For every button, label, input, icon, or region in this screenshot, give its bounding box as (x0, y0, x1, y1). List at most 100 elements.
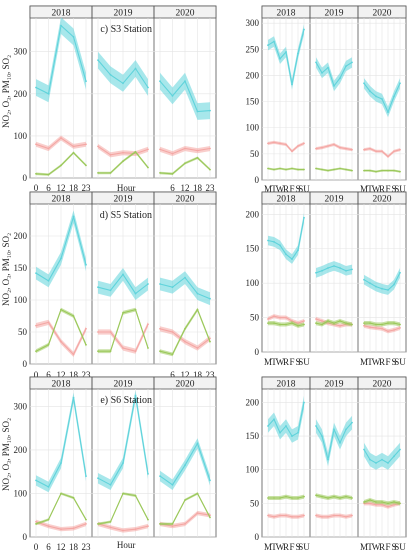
s6-weekly-o3-point-2019-2 (327, 497, 329, 499)
s5-hourly-pm10-band-2019 (98, 268, 148, 300)
s3-hourly-no2-point-2019-0 (97, 145, 99, 148)
s5-hourly-pm10-point-2018-2 (60, 257, 62, 260)
s3-weekly-pm10-point-2018-5 (297, 52, 299, 55)
s5-hourly-o3-band-2020 (160, 307, 210, 357)
s3-weekly-o3-point-2020-1 (369, 169, 371, 172)
s6-weekly-no2-point-2019-6 (351, 514, 353, 517)
s5-weekly-no2-point-2018-6 (303, 320, 305, 322)
s5-weekly-o3-point-2019-3 (333, 322, 335, 324)
s5-weekly-no2-point-2020-4 (387, 330, 389, 333)
s6-weekly-o3-point-2018-1 (273, 497, 275, 499)
s3-hourly-o3-point-2019-1 (109, 172, 112, 174)
s5-weekly-xtick-F: F (289, 357, 294, 367)
s6-hourly-o3-point-2019-4 (147, 518, 149, 521)
s3-hourly-xtick-4: 23 (82, 183, 92, 193)
s3-hourly-strip-label-2018: 2018 (52, 9, 71, 19)
s3-weekly-pm10-point-2019-1 (321, 72, 323, 74)
s5-hourly-pm10-point-2019-3 (134, 292, 137, 295)
s6-weekly-o3-point-2020-1 (369, 499, 371, 501)
s3-weekly-no2-point-2018-4 (291, 150, 293, 153)
s6-hourly-pm10-band-2018 (36, 392, 86, 493)
s5-hourly-o3-point-2018-4 (85, 343, 87, 346)
s3-weekly-o3-point-2018-0 (267, 167, 269, 170)
s3-hourly-no2-point-2018-4 (85, 143, 87, 146)
s3-weekly-pm10-point-2020-6 (399, 82, 401, 85)
s6-hourly-no2-point-2019-3 (134, 528, 137, 531)
s5-hourly-no2-point-2019-2 (122, 347, 124, 349)
s3-weekly-xtick-T: T (271, 184, 277, 194)
s3-weekly-no2-point-2019-4 (339, 146, 341, 149)
s6-hourly-pm10-point-2018-1 (47, 486, 50, 488)
s5-weekly-pm10-point-2018-0 (267, 239, 269, 242)
s3-hourly-no2-point-2020-0 (159, 148, 161, 151)
s6-weekly-o3-point-2019-6 (351, 497, 353, 499)
s5-hourly-pm10-point-2018-0 (35, 272, 37, 274)
s3-weekly-no2-point-2020-6 (399, 148, 401, 151)
s3-weekly-pm10-point-2018-4 (291, 83, 293, 86)
s5-hourly-no2-point-2019-0 (97, 331, 99, 333)
s6-weekly-xtick-T: T (367, 542, 373, 550)
s3-weekly-xtick-M: M (360, 184, 368, 194)
s3-hourly-strip-label-2019: 2019 (114, 9, 133, 19)
s5-weekly-o3-point-2018-0 (267, 322, 269, 324)
s3-hourly-no2-point-2019-4 (147, 148, 149, 151)
s5-weekly-xtick-SU: SU (298, 357, 310, 367)
s3-weekly-pm10-point-2020-4 (387, 111, 389, 113)
s5-hourly-pm10-point-2018-1 (47, 279, 50, 282)
s6-hourly-pm10-point-2019-0 (97, 477, 99, 480)
s3-hourly-o3-point-2019-2 (122, 160, 124, 163)
s6-weekly-pm10-point-2019-5 (345, 428, 347, 431)
s3-hourly-ytick-200: 200 (14, 89, 28, 99)
s3-hourly-o3-point-2019-3 (134, 151, 137, 153)
s6-hourly-pm10-band-2019 (98, 390, 148, 490)
s6-weekly-no2-point-2019-1 (321, 515, 323, 518)
s5-hourly-o3-point-2018-1 (47, 343, 50, 346)
s3-weekly-o3-point-2018-1 (273, 168, 275, 171)
s5-weekly-strip-label-2020: 2020 (373, 195, 392, 205)
s5-weekly-pm10-point-2018-6 (303, 216, 305, 219)
s5-hourly-pm10-band-2018 (36, 210, 86, 288)
s6-hourly-xlabel: Hour (117, 540, 136, 550)
s6-weekly-pm10-point-2020-5 (393, 455, 395, 458)
s6-weekly-xtick-F: F (385, 542, 390, 550)
s3-weekly-no2-point-2019-3 (333, 143, 335, 146)
s3-weekly-o3-point-2018-3 (285, 168, 287, 171)
s5-weekly-strip-label-2018: 2018 (277, 195, 296, 205)
s5-weekly-xtick-T: T (367, 357, 373, 367)
s3-hourly-no2-point-2018-2 (60, 137, 62, 139)
s6-hourly-o3-band-2019 (98, 492, 148, 526)
s5-hourly-pm10-point-2020-0 (159, 283, 161, 285)
s5-weekly-no2-point-2020-3 (381, 327, 383, 330)
s3-hourly-xtick-1: 6 (46, 183, 51, 193)
s6-hourly-o3-point-2020-1 (171, 523, 174, 525)
s5-hourly-o3-point-2020-4 (209, 340, 211, 343)
s5-hourly-pm10-point-2019-1 (109, 289, 112, 292)
s6-hourly-no2-point-2020-1 (171, 525, 174, 527)
s3-weekly-o3-point-2019-1 (321, 168, 323, 171)
s3-weekly-pm10-band-2019 (316, 57, 352, 92)
s5-weekly-o3-point-2020-3 (381, 323, 383, 326)
s6-weekly-o3-point-2020-5 (393, 501, 395, 503)
s3-hourly-o3-point-2020-1 (171, 172, 174, 175)
s3-weekly-o3-point-2018-5 (297, 168, 299, 171)
s3-hourly-pm10-point-2018-3 (72, 36, 75, 38)
s5-hourly-xtick-2: 12 (57, 370, 66, 380)
s3-weekly-no2-point-2018-0 (267, 142, 269, 145)
s3-hourly-pm10-point-2018-2 (60, 24, 62, 27)
s5-hourly-pm10-point-2019-0 (97, 286, 99, 289)
s6-weekly-xtick-R: R (379, 542, 385, 550)
s5-hourly-strip-label-2020: 2020 (176, 195, 195, 205)
s6-weekly-no2-point-2018-4 (291, 515, 293, 518)
s5-weekly-xtick-R: R (283, 357, 289, 367)
s5-weekly-no2-point-2018-2 (279, 316, 281, 319)
s3-hourly-o3-point-2018-1 (47, 173, 50, 176)
s3-weekly-o3-point-2019-4 (339, 167, 341, 170)
s5-hourly-ytick-50: 50 (18, 327, 28, 337)
s5-weekly-no2-point-2020-1 (369, 326, 371, 329)
s3-weekly-xtick-SU: SU (298, 184, 310, 194)
s6-weekly-no2-point-2018-2 (279, 514, 281, 517)
s6-weekly-pm10-point-2020-4 (387, 462, 389, 464)
